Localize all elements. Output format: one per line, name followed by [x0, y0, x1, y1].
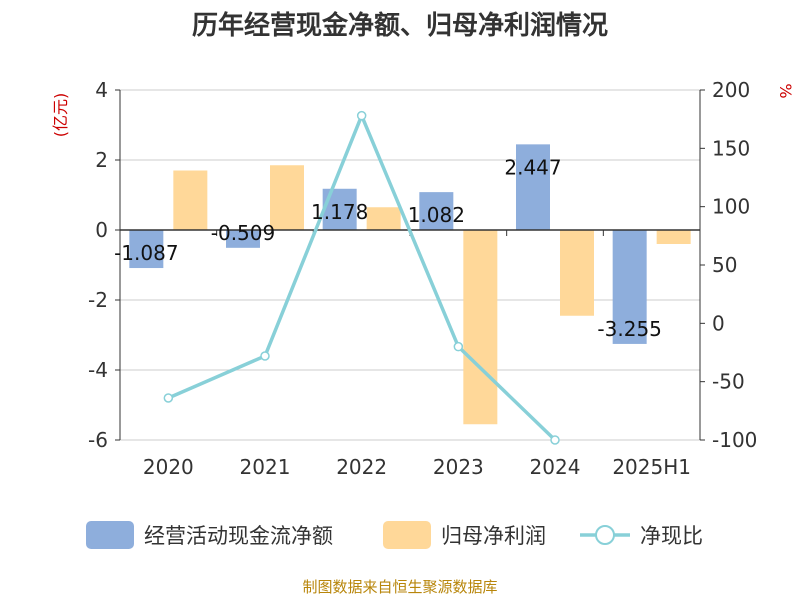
ratio-point [550, 435, 560, 445]
data-label: -0.509 [211, 221, 275, 245]
y-right-tick-label: 0 [712, 311, 725, 335]
bars [129, 144, 691, 425]
y-left-tick-label: 4 [95, 78, 108, 102]
x-tick-label: 2023 [433, 455, 484, 479]
y-right-tick-label: 150 [712, 136, 750, 160]
legend-swatch [86, 521, 134, 549]
bar-net-profit [656, 230, 691, 244]
y-left-tick-label: 0 [95, 218, 108, 242]
x-tick-label: 2022 [336, 455, 387, 479]
bar-net-profit [366, 207, 401, 230]
data-labels: -1.087 -0.509 1.178 1.082 2.447 -3.255 [114, 155, 662, 341]
y-right-tick-label: 100 [712, 195, 750, 219]
y-left-tick-label: -2 [88, 288, 108, 312]
y-left-tick-label: -4 [88, 358, 108, 382]
chart-title: 历年经营现金净额、归母净利润情况 [192, 10, 608, 41]
legend-label: 经营活动现金流净额 [144, 524, 333, 548]
data-label: 2.447 [504, 155, 561, 179]
bar-cash-flow [516, 144, 550, 230]
data-label: 1.178 [311, 200, 368, 224]
legend-label: 净现比 [640, 524, 703, 548]
ratio-line [163, 110, 560, 445]
bar-cash-flow [612, 230, 647, 344]
y-right-tick-label: 200 [712, 78, 750, 102]
y-left-tick-label: 2 [95, 148, 108, 172]
data-label: -3.255 [597, 317, 661, 341]
ratio-point [260, 351, 270, 361]
x-tick-label: 2021 [240, 455, 291, 479]
legend-swatch-marker [595, 525, 615, 545]
ratio-point [163, 393, 174, 403]
data-label: 1.082 [408, 203, 465, 227]
bar-net-profit [463, 230, 498, 425]
bar-cash-flow [419, 192, 454, 230]
y-right-tick-label: -100 [712, 428, 757, 452]
x-tick-label: 2024 [530, 455, 581, 479]
x-tick-label: 2020 [143, 455, 194, 479]
source-note: 制图数据来自恒生聚源数据库 [302, 578, 497, 596]
bar-cash-flow [226, 230, 260, 248]
axes: 4 2 0 -2 -4 -6 200 150 100 50 0 -50 -100 2020 2021 2022… [88, 78, 757, 479]
y-left-tick-label: -6 [88, 428, 108, 452]
bar-cash-flow [129, 230, 164, 269]
y-right-tick-label: 50 [712, 253, 737, 277]
y-right-tick-label: -50 [712, 370, 745, 394]
ratio-point [356, 110, 367, 121]
bar-net-profit [270, 165, 304, 230]
legend-swatch [383, 521, 431, 549]
data-label: -1.087 [114, 241, 178, 265]
bar-net-profit [560, 230, 594, 316]
bar-net-profit [173, 170, 208, 230]
y-right-unit: % [776, 83, 795, 98]
legend: 经营活动现金流净额 归母净利润 净现比 [86, 521, 703, 549]
y-left-unit: (亿元) [51, 93, 70, 138]
x-tick-label: 2025H1 [612, 455, 691, 479]
ratio-point [453, 341, 464, 352]
legend-label: 归母净利润 [441, 524, 546, 548]
